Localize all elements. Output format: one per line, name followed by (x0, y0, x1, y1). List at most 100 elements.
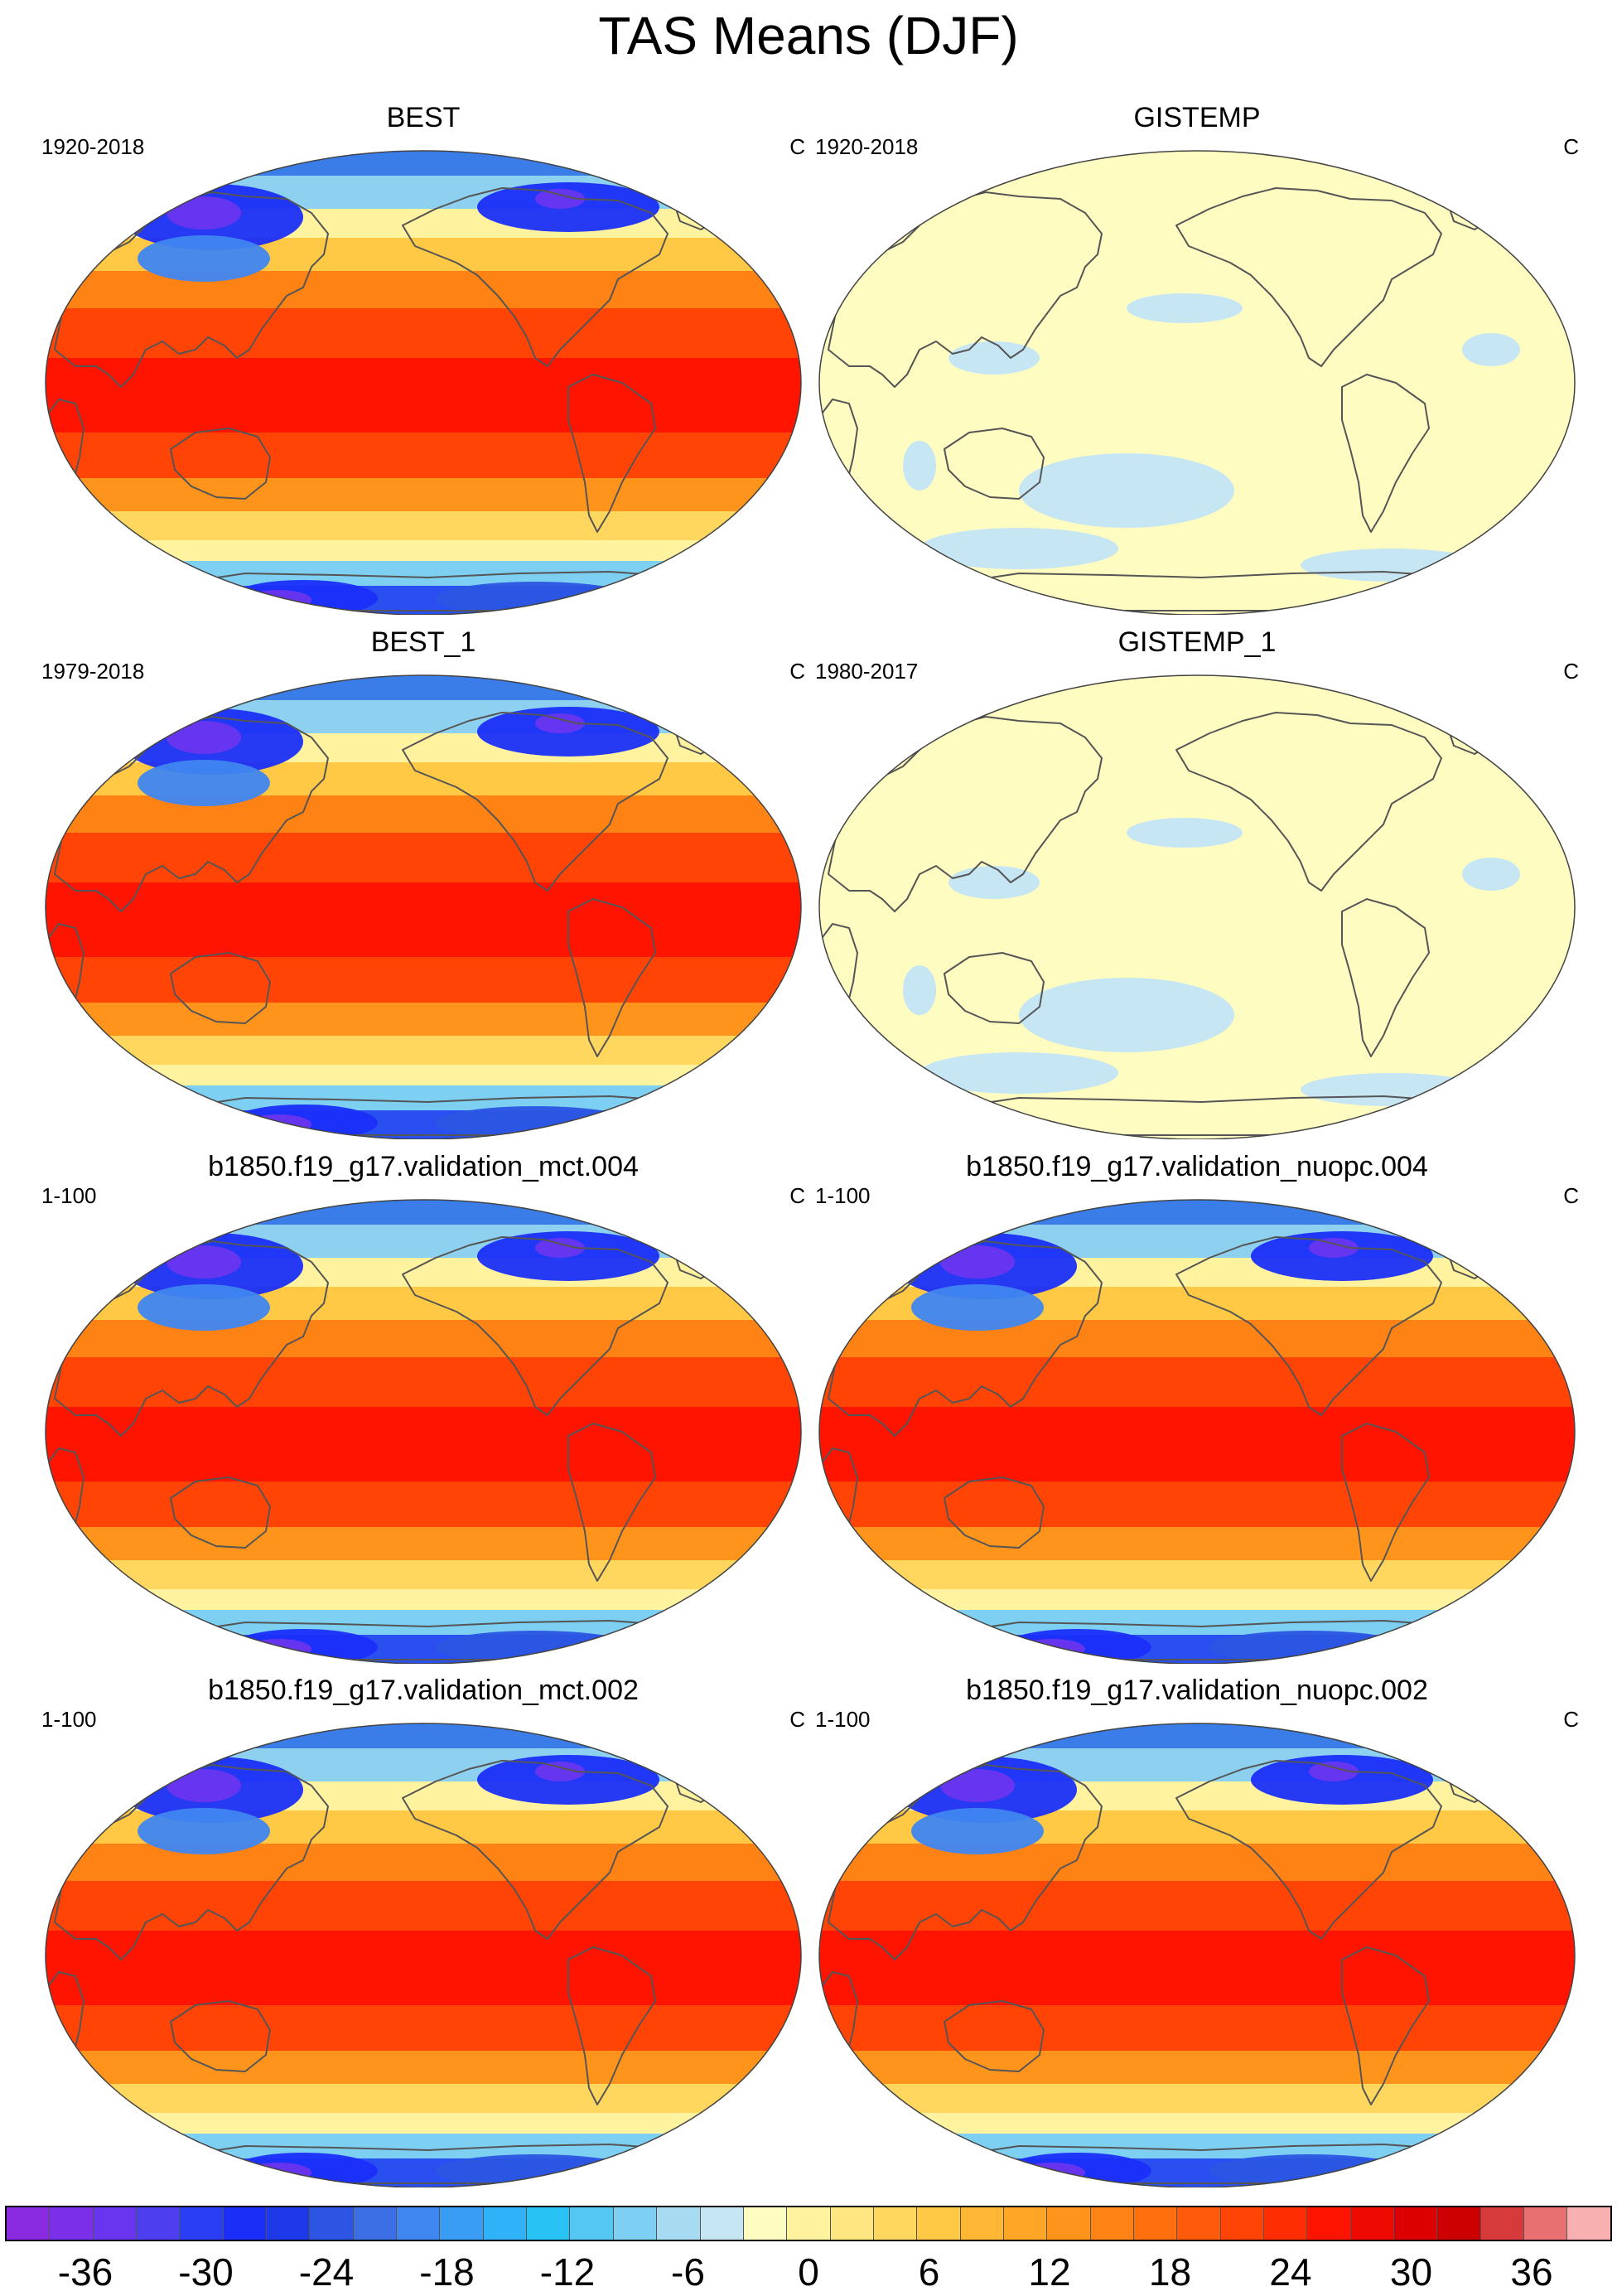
colorbar-swatch (1133, 2207, 1178, 2240)
anomaly-patch (1127, 293, 1243, 323)
temperature-band (819, 1589, 1575, 1610)
colorbar-swatch (700, 2207, 744, 2240)
colorbar-swatch (1263, 2207, 1308, 2240)
panel-period: 1-100 (815, 1183, 871, 1208)
colorbar-swatch (7, 2207, 51, 2240)
cold-core (167, 721, 241, 754)
temperature-band (819, 1357, 1575, 1407)
anomaly-patch (920, 528, 1118, 569)
temperature-band (46, 2051, 801, 2084)
map-border (818, 1723, 1576, 2187)
temperature-band (819, 1320, 1575, 1357)
coastline (1341, 898, 1430, 1057)
temperature-band (46, 308, 801, 358)
cold-core (138, 235, 270, 282)
temperature-band (46, 2005, 801, 2051)
panel-units: C (1563, 134, 1579, 159)
anomaly-patch (948, 866, 1040, 899)
map-border (818, 150, 1576, 615)
map-svg (45, 1723, 802, 2187)
temperature-band (46, 1589, 801, 1610)
colorbar-tick-label: -6 (671, 2250, 705, 2294)
panel-units: C (1563, 1183, 1579, 1208)
colorbar-swatch (873, 2207, 918, 2240)
colorbar-swatch (1350, 2207, 1394, 2240)
cold-core (535, 1238, 585, 1258)
anomaly-patch (1019, 978, 1234, 1052)
colorbar-swatch (1047, 2207, 1091, 2240)
temperature-band (46, 795, 801, 833)
cold-core (1019, 2163, 1085, 2182)
coastline (567, 1946, 656, 2105)
map-field (819, 1200, 1575, 1664)
panel-period: 1920-2018 (815, 134, 919, 159)
panel-period: 1-100 (41, 1707, 97, 1732)
map-border (818, 1199, 1576, 1664)
colorbar-swatch (1567, 2207, 1610, 2240)
colorbar-tick-label: -12 (539, 2250, 596, 2294)
map-panel-mct-004: b1850.f19_g17.validation_mct.004 1-100 C (38, 1150, 808, 1664)
map-svg (818, 674, 1576, 1139)
panel-title: b1850.f19_g17.validation_nuopc.002 (966, 1675, 1428, 1706)
temperature-band (46, 1881, 801, 1931)
temperature-band (46, 833, 801, 882)
cold-core (245, 1114, 311, 1134)
map-field (819, 1723, 1575, 2187)
anomaly-patch (903, 965, 936, 1015)
temperature-band (819, 1881, 1575, 1931)
temperature-band (46, 1320, 801, 1357)
colorbar-swatch (1220, 2207, 1264, 2240)
map-svg (818, 1723, 1576, 2187)
map-field (46, 675, 801, 1139)
cold-core (167, 1245, 241, 1279)
map-border (45, 1199, 802, 1664)
map-svg (45, 674, 802, 1139)
temperature-band (46, 1065, 801, 1085)
temperature-band (46, 176, 801, 209)
temperature-band (819, 1610, 1575, 1635)
map-panel-best: BEST 1920-2018 C (38, 101, 808, 615)
cold-core (138, 760, 270, 806)
cold-core (245, 2163, 311, 2182)
temperature-band (46, 1931, 801, 2005)
temperature-band (819, 1748, 1575, 1781)
map-svg (818, 1199, 1576, 1664)
cold-core (911, 1808, 1044, 1854)
map-svg (818, 150, 1576, 615)
cold-core (138, 1808, 270, 1854)
anomaly-patch (1019, 453, 1234, 528)
cold-core (1019, 1639, 1085, 1659)
colorbar-swatch (1524, 2207, 1568, 2240)
panel-title: GISTEMP (1133, 102, 1261, 133)
coastline (170, 2000, 271, 2072)
colorbar-swatch (743, 2207, 788, 2240)
colorbar-swatch (180, 2207, 224, 2240)
figure-title: TAS Means (DJF) (598, 6, 1019, 65)
panel-period: 1979-2018 (41, 659, 145, 684)
panel-title: BEST_1 (370, 626, 476, 658)
colorbar-tick-label: 12 (1028, 2250, 1071, 2294)
map-svg (45, 150, 802, 615)
panel-units: C (789, 1183, 805, 1208)
coastline (1341, 1946, 1430, 2105)
panel-period: 1980-2017 (815, 659, 919, 684)
colorbar-swatch (613, 2207, 658, 2240)
map-border (45, 674, 802, 1139)
panel-units: C (789, 1707, 805, 1732)
coastline (944, 1477, 1045, 1549)
anomaly-patch (1462, 333, 1520, 366)
map-panel-mct-002: b1850.f19_g17.validation_mct.002 1-100 C (38, 1674, 808, 2187)
map-svg (45, 1199, 802, 1664)
coastline (944, 952, 1045, 1024)
colorbar-tick-label: -36 (57, 2250, 113, 2294)
colorbar-tick-label: 36 (1510, 2250, 1553, 2294)
temperature-band (819, 1527, 1575, 1560)
panel-title: b1850.f19_g17.validation_nuopc.004 (966, 1151, 1428, 1182)
temperature-band (819, 2113, 1575, 2134)
temperature-band (819, 2005, 1575, 2051)
anomaly-patch (948, 341, 1040, 375)
colorbar-swatch (483, 2207, 528, 2240)
coastline (1341, 374, 1430, 533)
colorbar-swatch (397, 2207, 441, 2240)
temperature-band (46, 540, 801, 561)
